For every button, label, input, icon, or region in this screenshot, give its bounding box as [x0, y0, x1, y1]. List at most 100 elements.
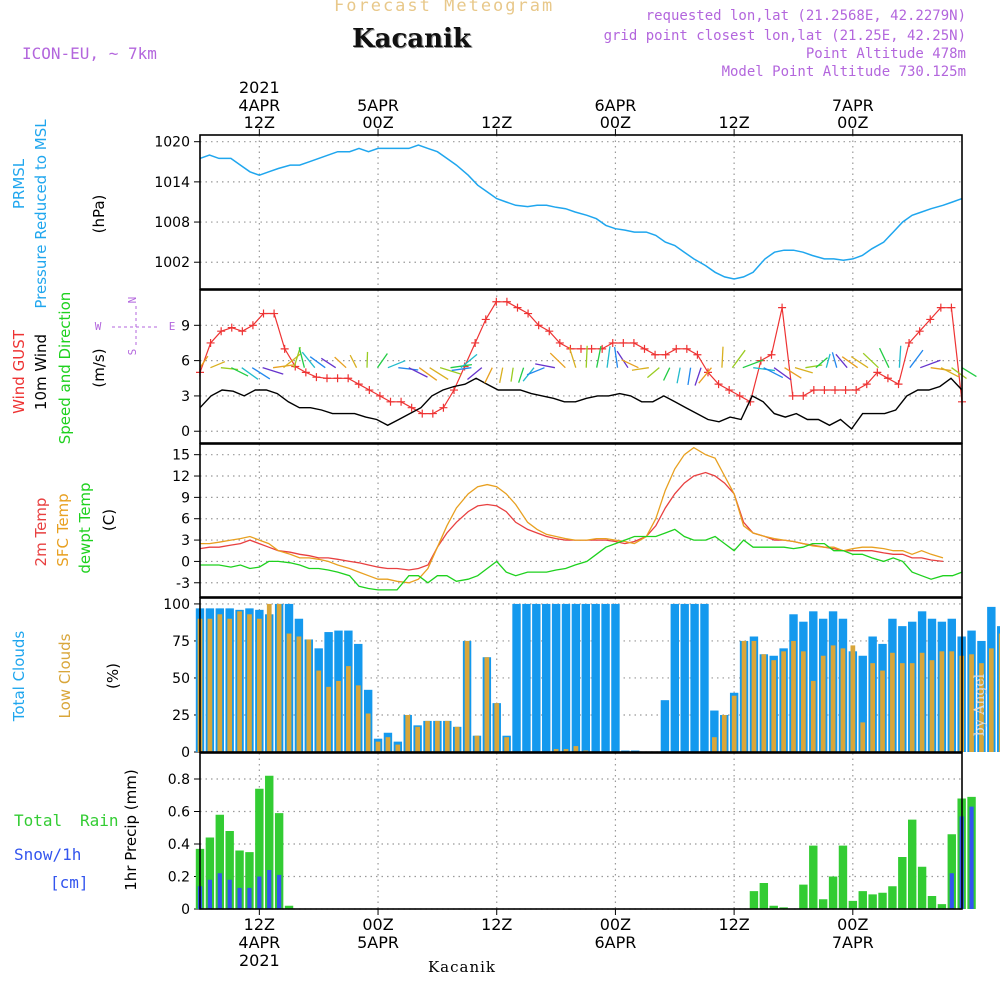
low-cloud-bar: [237, 611, 242, 752]
y-tick-label: 6: [181, 354, 190, 370]
rain-bar: [927, 896, 937, 909]
gust-point: [809, 386, 818, 395]
grid-point-coords: grid point closest lon,lat (21.25E, 42.2…: [603, 28, 966, 44]
temp-unit: (C): [100, 509, 118, 531]
gust-point: [397, 397, 406, 406]
precip-label: 1hr Precip (mm): [122, 769, 140, 890]
rain-bar: [799, 884, 808, 909]
rain-bar: [274, 813, 284, 909]
gust-point: [428, 409, 437, 418]
title-faint: Forecast Meteogram: [334, 0, 555, 16]
wind-arrow: [210, 361, 226, 369]
wind-arrow: [398, 367, 419, 371]
wind-arrow: [251, 367, 271, 380]
low-cloud-bar: [553, 749, 559, 752]
total-cloud-bar: [512, 603, 521, 752]
low-cloud-bar: [969, 654, 974, 752]
precip-cm-label: [cm]: [50, 873, 89, 892]
compass-e: E: [169, 320, 176, 333]
gust-point: [407, 403, 416, 412]
wind-arrow: [231, 367, 249, 377]
rain-bar: [215, 814, 224, 909]
gust-point: [344, 374, 353, 383]
wind-arrow: [614, 346, 619, 368]
gust-point: [936, 303, 945, 312]
low-cloud-bar: [415, 726, 420, 752]
low-cloud-bar: [355, 685, 361, 752]
wind-arrow: [616, 350, 629, 369]
temp-2m-label: 2m Temp: [32, 498, 50, 567]
gust-point: [323, 374, 331, 383]
wind-direction-label: Speed and Direction: [56, 292, 74, 445]
gust-point: [301, 368, 310, 377]
gust-point: [513, 303, 522, 312]
rain-bar: [255, 788, 264, 909]
bottom-time-label: 00Z: [362, 915, 393, 934]
precip-total-label: Total: [14, 811, 62, 830]
y-tick-label: 3: [181, 533, 190, 549]
low-cloud-bar: [741, 640, 747, 752]
gust-point: [873, 368, 882, 377]
rain-bar: [858, 891, 867, 909]
gust-point: [778, 303, 787, 312]
top-time-label: 12Z: [718, 113, 749, 132]
wind-arrow: [687, 367, 692, 386]
wind-arrow: [568, 346, 577, 368]
y-tick-label: 0: [181, 745, 190, 761]
gust-point: [418, 409, 427, 418]
model-label: ICON-EU, ~ 7km: [22, 44, 157, 63]
low-cloud-bar: [435, 720, 440, 752]
gust-line: [199, 301, 963, 415]
wind-arrow: [773, 367, 792, 381]
low-cloud-bar: [247, 614, 252, 752]
wind-arrow: [518, 367, 525, 383]
low-cloud-bar: [227, 618, 233, 752]
watermark: by Angel: [972, 673, 988, 736]
pressure-line: [199, 144, 963, 280]
low-cloud-bar: [880, 670, 885, 752]
y-tick-label: 75: [172, 634, 190, 650]
gust-point: [577, 344, 585, 353]
low-cloud-bar: [890, 652, 895, 752]
rain-bar: [284, 905, 294, 909]
low-cloud-bar: [870, 663, 875, 752]
wind-arrow: [320, 357, 337, 369]
y-tick-label: 0: [181, 424, 190, 440]
gust-point: [333, 374, 342, 383]
low-cloud-bar: [266, 603, 272, 752]
wind-arrow: [387, 360, 406, 369]
total-cloud-bar: [670, 603, 680, 752]
gust-point: [534, 321, 543, 330]
low-cloud-bar: [296, 636, 302, 752]
low-cloud-bar: [771, 660, 777, 752]
low-cloud-bar: [444, 720, 450, 752]
total-cloud-bar: [551, 603, 561, 752]
gust-point: [852, 386, 861, 395]
wind-arrow: [930, 367, 952, 372]
low-cloud-bar: [860, 722, 866, 752]
bottom-time-label: 00Z: [837, 915, 868, 934]
y-tick-label: 1020: [154, 135, 190, 151]
low-cloud-bar: [979, 663, 984, 752]
wind-arrow: [376, 353, 388, 369]
compass-s: S: [126, 349, 139, 356]
pressure-unit: (hPa): [90, 195, 108, 234]
gust-point: [227, 323, 236, 332]
snow-bar: [247, 887, 252, 909]
wind-arrow: [460, 353, 478, 369]
rain-bar: [205, 837, 215, 909]
low-cloud-bar: [998, 633, 1000, 752]
gust-point: [238, 327, 247, 336]
snow-bar: [277, 874, 282, 909]
rain-bar: [868, 894, 877, 909]
total-cloud-bar: [611, 603, 620, 752]
gust-point: [883, 374, 892, 383]
wind-arrow: [499, 367, 504, 384]
low-cloud-bar: [751, 640, 757, 752]
wind-10m-label: 10m Wind: [32, 334, 50, 410]
snow-bar: [227, 879, 232, 909]
temp-sfc-label: SFC Temp: [54, 493, 72, 566]
wind-arrow: [467, 367, 483, 380]
low-cloud-bar: [988, 648, 994, 752]
